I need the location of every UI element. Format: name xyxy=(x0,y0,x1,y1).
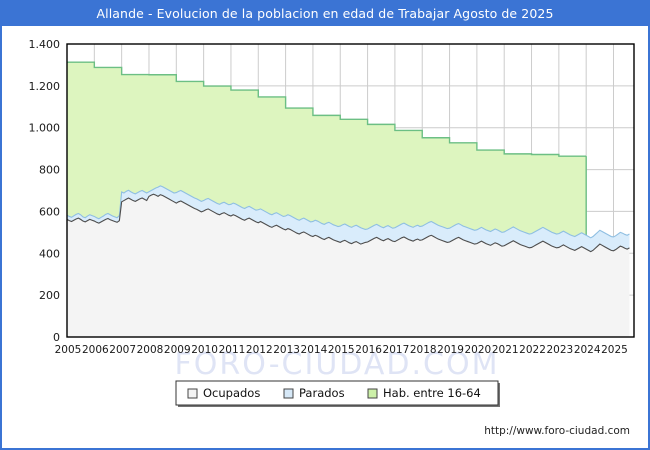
population-evolution-chart: FORO-CIUDAD.COM 0 200 400 600 800 1.000 1.200 1… xyxy=(29,38,635,437)
legend-item[interactable]: Ocupados xyxy=(187,386,260,400)
y-tick-label: 400 xyxy=(39,247,60,260)
ocupados-line xyxy=(66,193,630,253)
hab-16-64-line xyxy=(67,61,587,157)
x-tick-label: 2021 xyxy=(492,344,519,356)
legend-swatch xyxy=(283,388,294,399)
legend-swatch xyxy=(187,388,198,399)
x-tick-label: 2016 xyxy=(355,344,382,356)
x-tick-label: 2008 xyxy=(137,344,164,356)
y-tick-label: 1.200 xyxy=(29,80,61,93)
x-tick-label: 2009 xyxy=(164,344,191,356)
plot-frame xyxy=(66,43,635,338)
x-tick-label: 2006 xyxy=(82,344,109,356)
legend-label: Parados xyxy=(299,386,345,400)
chart-legend: Ocupados Parados Hab. entre 16-64 xyxy=(175,380,500,407)
x-tick-label: 2025 xyxy=(601,344,628,356)
x-tick-label: 2014 xyxy=(301,344,328,356)
y-tick-label: 1.400 xyxy=(29,38,61,51)
legend-box xyxy=(175,380,499,406)
x-tick-label: 2017 xyxy=(383,344,410,356)
x-tick-label: 2011 xyxy=(219,344,246,356)
legend-label: Hab. entre 16-64 xyxy=(383,386,481,400)
parados-line xyxy=(66,185,630,239)
x-tick-label: 2022 xyxy=(519,344,546,356)
x-axis-tick-labels: 2005 2006 2007 2008 2009 2010 2011 2012 2013 2014… xyxy=(55,344,628,356)
y-axis-tick-labels: 0 200 400 600 800 1.000 1.200 1.400 xyxy=(29,38,61,344)
x-tick-label: 2010 xyxy=(191,344,218,356)
footer-url[interactable]: http://www.foro-ciudad.com xyxy=(484,425,630,437)
x-tick-label: 2024 xyxy=(574,344,601,356)
legend-swatch xyxy=(367,388,378,399)
y-tick-label: 1.000 xyxy=(29,122,61,135)
watermark-text: FORO-CIUDAD.COM xyxy=(175,347,500,382)
x-tick-label: 2007 xyxy=(109,344,136,356)
series-parados xyxy=(66,185,630,252)
legend-item[interactable]: Hab. entre 16-64 xyxy=(367,386,481,400)
series-ocupados xyxy=(66,193,630,337)
y-tick-label: 800 xyxy=(39,164,60,177)
window-title: Allande - Evolucion de la poblacion en e… xyxy=(2,2,648,26)
x-tick-label: 2012 xyxy=(246,344,273,356)
watermark: FORO-CIUDAD.COM xyxy=(175,347,500,382)
x-tick-label: 2005 xyxy=(55,344,82,356)
chart-canvas: FORO-CIUDAD.COM 0 200 400 600 800 1.000 1.200 1… xyxy=(2,26,648,448)
x-tick-label: 2020 xyxy=(465,344,492,356)
plot-border xyxy=(66,43,635,338)
y-tick-label: 0 xyxy=(53,331,60,344)
legend-item[interactable]: Parados xyxy=(283,386,345,400)
y-tick-label: 600 xyxy=(39,205,60,218)
x-tick-label: 2018 xyxy=(410,344,437,356)
y-tick-label: 200 xyxy=(39,289,60,302)
legend-label: Ocupados xyxy=(203,386,260,400)
x-tick-label: 2019 xyxy=(437,344,464,356)
ocupados-area xyxy=(67,194,630,337)
x-tick-label: 2023 xyxy=(546,344,573,356)
x-tick-label: 2013 xyxy=(273,344,300,356)
x-tick-label: 2015 xyxy=(328,344,355,356)
parados-band xyxy=(67,185,630,252)
